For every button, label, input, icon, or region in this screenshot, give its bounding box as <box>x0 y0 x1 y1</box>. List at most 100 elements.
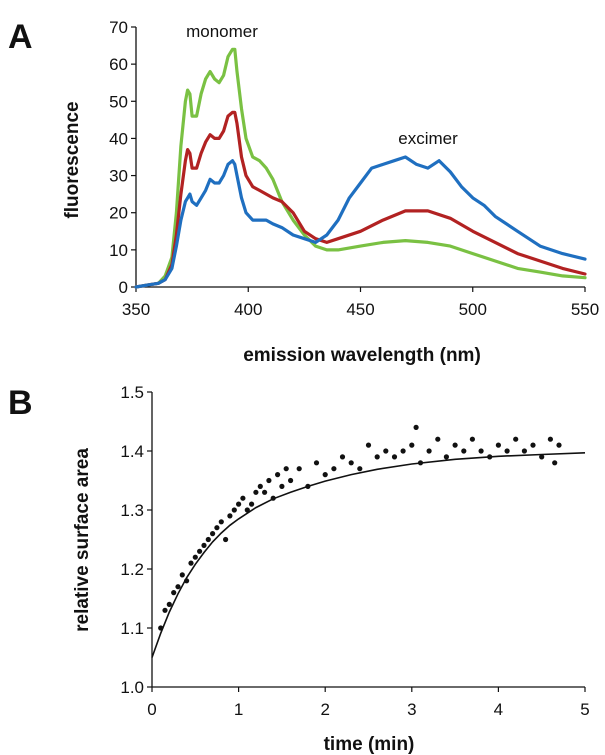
panel-b-plot-area: 1.0 1.1 1.2 1.3 1.4 1.5 0 1 2 3 4 5 <box>120 383 589 719</box>
panel-b-data-point <box>244 507 250 513</box>
panel-b-data-point <box>495 442 501 448</box>
panel-b-data-point <box>365 442 372 448</box>
panel-a-letter: A <box>8 18 33 56</box>
panel-b-data-point <box>547 436 554 442</box>
panel-a-series-line-1 <box>134 47 587 289</box>
panel-b-y-tick-label: 1.0 <box>120 678 144 697</box>
panel-b-data-point <box>257 483 263 489</box>
panel-b-data-point <box>322 472 328 478</box>
panel-b-data-point <box>461 448 467 454</box>
panel-b-data-point <box>214 525 220 531</box>
panel-b-data-point <box>413 424 419 430</box>
panel-b-data-point <box>469 436 475 442</box>
panel-a: A 0 10 20 30 40 50 60 70 350 400 450 500 550 emissio… <box>8 18 599 366</box>
panel-b-data-point <box>391 454 398 460</box>
panel-b-data-point <box>513 436 519 442</box>
panel-a-y-tick-label: 40 <box>109 129 128 148</box>
panel-b-x-tick-label: 2 <box>320 700 329 719</box>
panel-b-data-point <box>478 448 484 454</box>
panel-b-data-point <box>249 501 255 507</box>
panel-b-data-point <box>339 454 346 460</box>
panel-b-data-point <box>426 448 432 454</box>
panel-b-data-point <box>201 542 207 549</box>
panel-b-data-point <box>383 448 389 454</box>
panel-b-data-point <box>374 454 380 460</box>
panel-a-x-tick-label: 400 <box>234 300 262 319</box>
panel-b-data-point <box>288 477 294 484</box>
panel-b-data-point <box>192 554 198 560</box>
panel-a-y-tick-label: 10 <box>109 241 128 260</box>
panel-b-y-tick-label: 1.4 <box>120 442 144 461</box>
panel-b-data-point <box>552 460 558 466</box>
panel-b-data-point <box>158 625 164 631</box>
panel-b-x-tick-label: 3 <box>407 700 416 719</box>
panel-b-data-point <box>227 513 233 519</box>
panel-b-data-point <box>275 472 281 478</box>
panel-b-y-axis-label: relative surface area <box>72 448 93 632</box>
panel-b-data-point <box>279 483 285 489</box>
panel-a-y-tick-label: 60 <box>109 55 128 74</box>
panel-b-x-tick-label: 1 <box>234 700 243 719</box>
panel-b-data-point <box>162 607 168 613</box>
panel-b-data-point <box>357 466 363 472</box>
panel-a-x-tick-label: 500 <box>459 300 487 319</box>
annotation-monomer: monomer <box>186 22 258 41</box>
panel-b-fit-curve <box>151 452 586 658</box>
panel-b-data-point <box>348 460 354 466</box>
panel-b-y-tick-label: 1.5 <box>120 383 144 402</box>
panel-b-x-tick-label: 0 <box>147 700 156 719</box>
panel-b-data-point <box>296 466 302 472</box>
panel-b-data-point <box>253 489 259 495</box>
panel-b-letter: B <box>8 384 33 422</box>
panel-b-data-point <box>197 548 203 554</box>
panel-b-x-axis-label: time (min) <box>324 734 415 755</box>
panel-b-data-point <box>435 436 441 442</box>
panel-a-series-line-2 <box>134 110 587 289</box>
panel-b-data-point <box>231 507 237 513</box>
panel-b-data-point <box>262 489 268 495</box>
panel-b-y-tick-label: 1.1 <box>120 619 144 638</box>
panel-b-x-tick-label: 5 <box>580 700 589 719</box>
panel-b-data-point <box>171 590 177 596</box>
panel-b-data-point <box>539 454 545 460</box>
panel-b-data-point <box>521 448 528 454</box>
panel-b-data-point <box>188 560 194 566</box>
panel-b-data-point <box>452 442 458 448</box>
panel-b-data-point <box>266 477 272 484</box>
panel-b-data-point <box>210 531 216 537</box>
panel-b-data-point <box>443 454 449 460</box>
panel-a-y-tick-label: 70 <box>109 18 128 37</box>
annotation-excimer: excimer <box>398 129 458 148</box>
panel-b-data-point <box>240 495 246 501</box>
panel-b-data-point <box>179 572 185 578</box>
panel-b-data-point <box>270 495 276 501</box>
panel-b-data-point <box>166 601 172 608</box>
panel-a-x-tick-label: 350 <box>122 300 150 319</box>
panel-b-data-point <box>305 483 311 489</box>
panel-b-data-point <box>530 442 536 448</box>
panel-a-y-axis-label: fluorescence <box>62 101 83 218</box>
panel-a-plot-area: 0 10 20 30 40 50 60 70 350 400 450 500 550 <box>109 18 599 319</box>
panel-b-y-tick-label: 1.2 <box>120 560 144 579</box>
panel-b-y-tick-label: 1.3 <box>120 501 144 520</box>
panel-b-data-point <box>184 578 190 584</box>
panel-a-y-tick-label: 20 <box>109 204 128 223</box>
panel-b-data-point <box>417 460 424 466</box>
panel-a-x-tick-label: 450 <box>346 300 374 319</box>
panel-b-x-tick-label: 4 <box>494 700 503 719</box>
panel-b-data-point <box>556 442 562 448</box>
panel-b-data-point <box>236 501 242 507</box>
panel-b: B 1.0 1.1 1.2 1.3 1.4 1.5 0 1 2 3 4 5 time (min) re… <box>8 383 590 755</box>
panel-b-data-point <box>409 442 415 448</box>
panel-a-y-tick-label: 30 <box>109 167 128 186</box>
panel-b-data-point <box>283 466 289 472</box>
panel-b-data-point <box>313 460 320 466</box>
panel-a-x-axis-label: emission wavelength (nm) <box>243 345 481 366</box>
panel-a-x-tick-label: 550 <box>571 300 599 319</box>
panel-b-data-point <box>400 448 406 454</box>
panel-a-y-tick-label: 50 <box>109 92 128 111</box>
panel-b-data-point <box>175 584 181 590</box>
panel-a-series-line-3 <box>134 155 587 289</box>
panel-b-data-point <box>218 519 224 525</box>
panel-b-data-point <box>504 448 510 454</box>
